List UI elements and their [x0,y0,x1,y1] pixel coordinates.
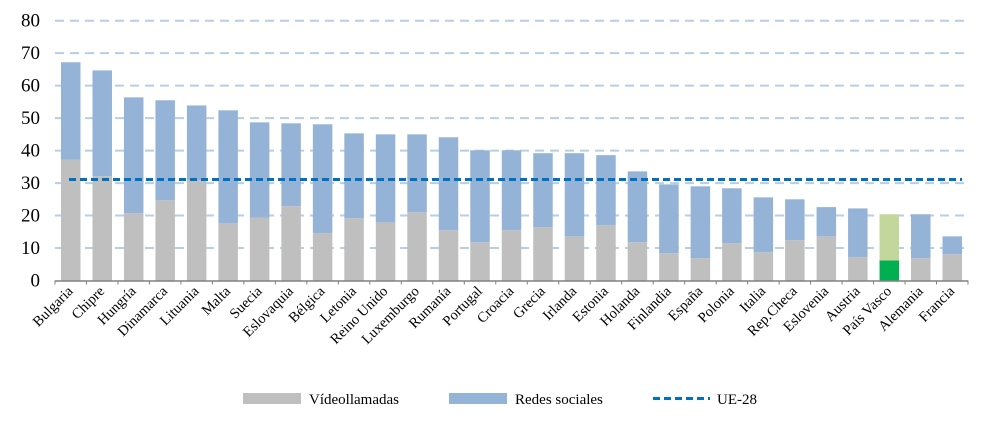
bar-videollamadas [911,258,931,281]
bar-videollamadas [942,254,963,281]
bar-redes-sociales [92,70,112,177]
bar-redes-sociales [533,153,553,228]
bar-redes-sociales [596,155,616,226]
bar-videollamadas [375,222,396,281]
bars [60,62,963,281]
y-axis-ticks: 0 10 20 30 40 50 60 70 80 [21,11,40,292]
bar-videollamadas [281,206,301,281]
bar-videollamadas [627,242,648,281]
bar-redes-sociales [470,150,490,243]
bar-videollamadas [690,258,711,281]
bar-videollamadas [879,260,900,281]
bar-videollamadas [564,236,585,281]
bar-videollamadas [816,236,837,281]
bar-videollamadas [312,233,333,281]
y-tick-label: 70 [21,43,40,64]
bar-redes-sociales [344,133,364,219]
bar-videollamadas [848,257,868,281]
legend-label-videollamadas: Vídeollamadas [309,392,399,408]
bar-redes-sociales [942,236,963,255]
bar-videollamadas [186,180,207,281]
bar-videollamadas [501,230,522,281]
y-tick-label: 10 [21,238,40,259]
y-tick-label: 40 [21,141,40,162]
bar-redes-sociales [753,197,774,253]
bar-redes-sociales [627,171,648,243]
legend-label-redes-sociales: Redes sociales [515,392,603,408]
bar-redes-sociales [659,184,679,254]
bar-redes-sociales [218,110,238,224]
bar-redes-sociales [879,214,900,261]
legend-swatch-videollamadas [243,393,301,404]
bar-videollamadas [344,218,364,281]
bar-redes-sociales [564,153,585,237]
y-tick-label: 50 [21,108,40,129]
legend-label-ue28: UE-28 [717,392,757,408]
bar-videollamadas [438,230,459,281]
bar-videollamadas [753,252,774,281]
bar-redes-sociales [281,123,301,207]
bar-videollamadas [722,243,742,281]
bar-videollamadas [533,227,553,281]
bar-redes-sociales [375,134,396,223]
x-tick-label: Francia [916,283,958,325]
x-axis: BulgariaChipreHungríaDinamarcaLituaniaMa… [30,280,969,348]
bar-redes-sociales [186,105,207,181]
bar-redes-sociales [911,214,931,259]
bar-videollamadas [249,217,270,281]
bar-redes-sociales [722,188,742,244]
bar-videollamadas [60,159,81,281]
bar-redes-sociales [155,100,175,201]
bar-redes-sociales [60,62,81,160]
bar-redes-sociales [848,208,868,258]
bar-redes-sociales [816,207,837,237]
bar-redes-sociales [407,134,427,213]
bar-redes-sociales [123,97,144,214]
y-tick-label: 80 [21,11,40,32]
legend: Vídeollamadas Redes sociales UE-28 [243,392,757,408]
bar-redes-sociales [785,199,805,241]
bar-redes-sociales [690,186,711,259]
y-tick-label: 30 [21,173,40,194]
bar-videollamadas [123,213,144,281]
y-tick-label: 60 [21,76,40,97]
y-tick-label: 0 [31,271,41,292]
bar-videollamadas [596,225,616,281]
bar-videollamadas [659,253,679,281]
bar-videollamadas [470,242,490,281]
bar-videollamadas [785,240,805,281]
y-tick-label: 20 [21,206,40,227]
bar-videollamadas [155,200,175,281]
legend-swatch-redes-sociales [449,393,507,404]
bar-redes-sociales [501,150,522,231]
bar-redes-sociales [249,122,270,218]
bar-videollamadas [92,176,112,281]
bar-videollamadas [218,223,238,281]
bar-videollamadas [407,212,427,281]
x-tick-label: Polonia [695,283,738,326]
bar-redes-sociales [438,137,459,231]
